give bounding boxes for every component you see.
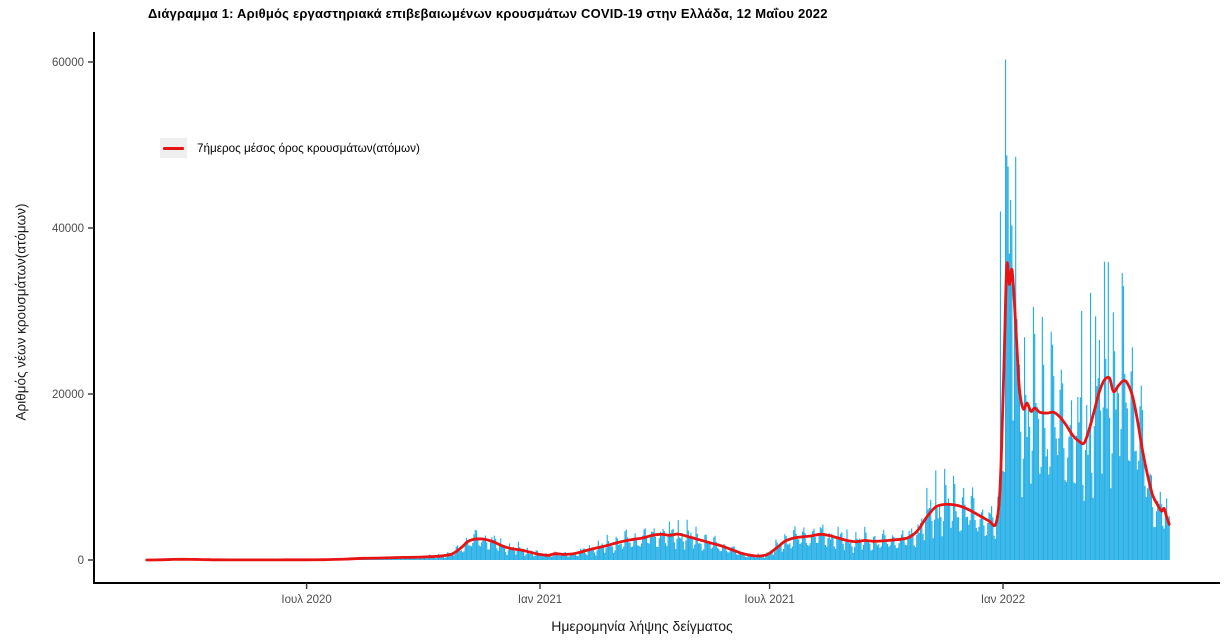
legend: 7ήμερος μέσος όρος κρουσμάτων(ατόμων) bbox=[160, 138, 420, 158]
legend-key bbox=[160, 138, 187, 158]
x-tick-label: Ιουλ 2021 bbox=[744, 594, 794, 606]
chart-title: Διάγραμμα 1: Αριθμός εργαστηριακά επιβεβ… bbox=[148, 6, 828, 21]
x-axis-title: Ημερομηνία λήψης δείγματος bbox=[551, 618, 733, 634]
y-tick-label: 0 bbox=[78, 555, 84, 567]
seven-day-average-line bbox=[145, 261, 1171, 562]
x-tick-label: Ιαν 2021 bbox=[518, 594, 562, 606]
x-tick-label: Ιαν 2022 bbox=[981, 594, 1025, 606]
x-axis-ticks: Ιουλ 2020 Ιαν 2021 Ιουλ 2021 Ιαν 2022 bbox=[281, 583, 1025, 606]
y-tick-label: 60000 bbox=[52, 57, 84, 69]
axes bbox=[93, 32, 1220, 584]
x-tick-label: Ιουλ 2020 bbox=[281, 594, 331, 606]
y-tick-label: 40000 bbox=[52, 223, 84, 235]
y-axis-ticks: 0 20000 40000 60000 bbox=[52, 57, 94, 567]
y-tick-label: 20000 bbox=[52, 389, 84, 401]
red-line-icon bbox=[163, 146, 184, 150]
legend-label: 7ήμερος μέσος όρος κρουσμάτων(ατόμων) bbox=[197, 141, 420, 155]
